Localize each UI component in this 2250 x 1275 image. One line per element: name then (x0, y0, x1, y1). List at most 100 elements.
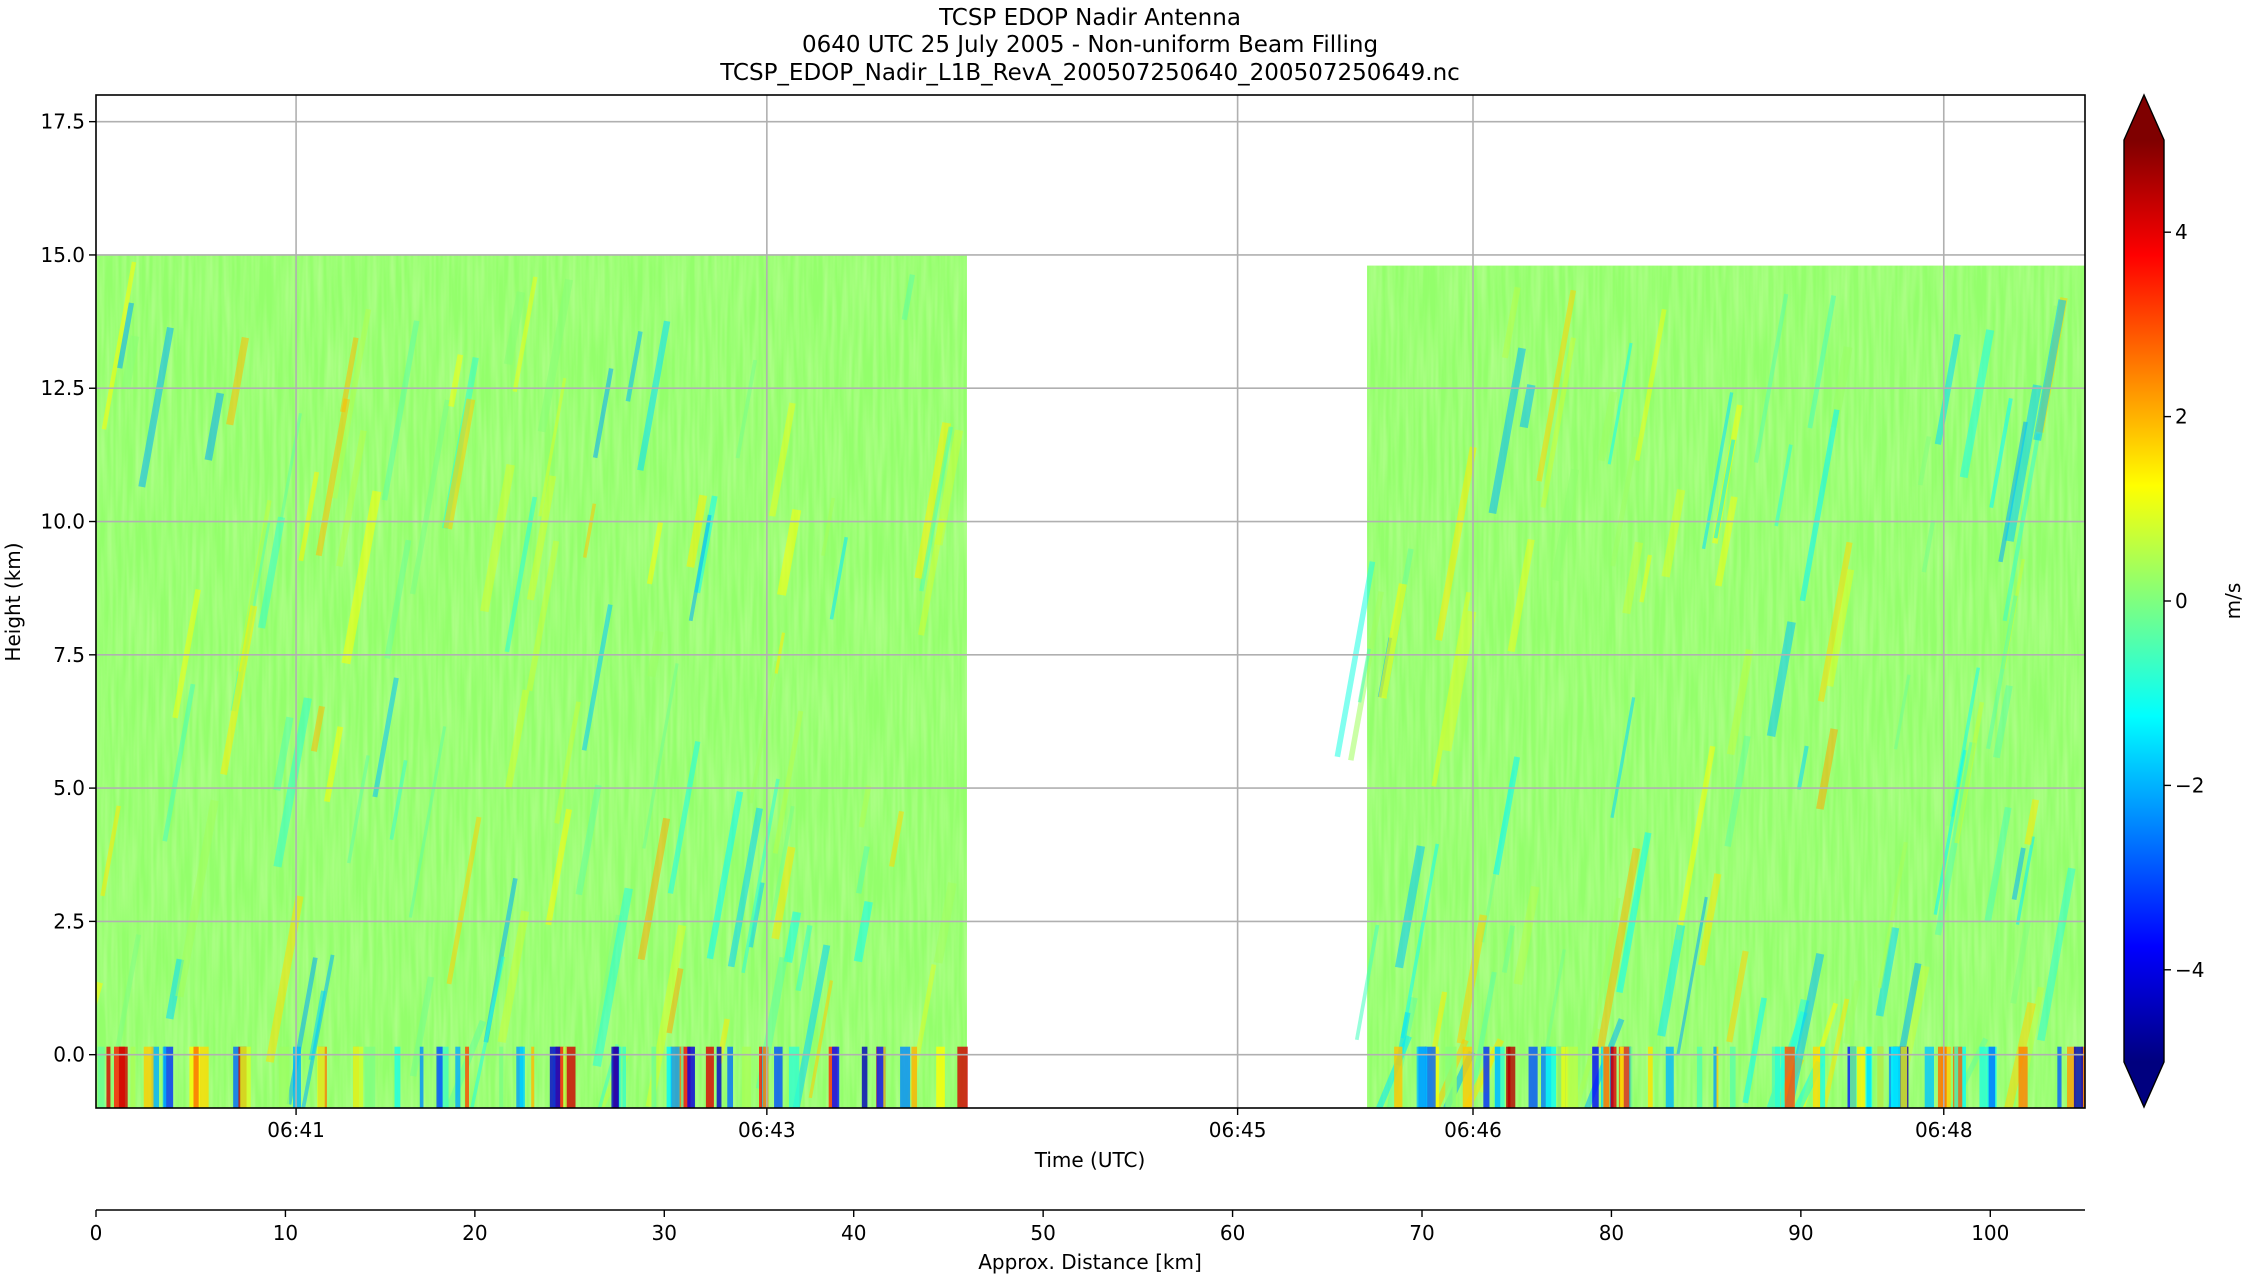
velocity-streak (1378, 583, 1407, 699)
velocity-streak (1573, 1028, 1602, 1108)
velocity-streak (1934, 333, 1961, 445)
surface-echo (1715, 1046, 1719, 1108)
velocity-streak (1826, 568, 1855, 687)
velocity-streak (1435, 446, 1477, 641)
velocity-streak (1488, 347, 1526, 515)
surface-echo (199, 1046, 209, 1108)
velocity-streak (1519, 384, 1536, 429)
y-tick-label: 5.0 (53, 776, 85, 800)
surface-echo (1432, 1046, 1439, 1108)
velocity-streak (512, 276, 538, 393)
velocity-streak (1597, 391, 1618, 462)
velocity-streak (666, 968, 684, 1034)
x-tick-label: 06:45 (1209, 1118, 1267, 1142)
velocity-streak (310, 705, 325, 752)
surface-echo (788, 1046, 800, 1108)
velocity-streak (1501, 286, 1521, 359)
velocity-streak (1697, 873, 1722, 966)
velocity-streak (919, 426, 953, 592)
y-tick-label: 15.0 (40, 243, 85, 267)
surface-echo (240, 1046, 251, 1108)
velocity-streak (220, 605, 258, 775)
velocity-streak (470, 956, 506, 1108)
velocity-streak (1657, 924, 1686, 1037)
velocity-streak (2015, 836, 2035, 925)
velocity-streak (1676, 896, 1708, 1055)
surface-echo (1857, 1046, 1865, 1108)
velocity-streak (688, 514, 712, 622)
surface-echo (1729, 1046, 1736, 1108)
y-tick-label: 2.5 (53, 909, 85, 933)
velocity-streak (347, 755, 370, 864)
velocity-streak (667, 741, 701, 894)
velocity-streak (504, 689, 530, 790)
y-tick-label: 12.5 (40, 376, 85, 400)
velocity-streak (1724, 735, 1751, 847)
velocity-streak (901, 274, 915, 321)
velocity-streak (104, 934, 141, 1108)
surface-echo (565, 1046, 576, 1108)
velocity-streak (2004, 384, 2042, 542)
distance-axis: 0 10 20 30 40 50 60 70 80 90 100 Approx. Distance … (90, 1209, 2085, 1274)
plot-area (95, 94, 2086, 1109)
distance-axis-label: Approx. Distance [km] (978, 1250, 1202, 1274)
velocity-streak (625, 331, 643, 402)
chart-title-line-1: TCSP EDOP Nadir Antenna (938, 5, 1241, 31)
velocity-streak (448, 354, 464, 407)
surface-echo (1784, 1046, 1795, 1108)
velocity-streak (1984, 806, 2012, 922)
velocity-streak (686, 494, 708, 568)
velocity-streak (1954, 701, 1985, 844)
surface-echo (233, 1046, 239, 1108)
velocity-streak (1742, 997, 1767, 1104)
velocity-streak (2002, 433, 2041, 622)
velocity-streak (1550, 468, 1580, 582)
surface-echo (2081, 1046, 2085, 1108)
x-tick-label: 06:43 (738, 1118, 796, 1142)
surface-echo (861, 1046, 868, 1108)
surface-echo (151, 1046, 160, 1108)
surface-echo (1567, 1046, 1578, 1108)
distance-tick-label: 50 (1030, 1221, 1055, 1245)
plot-frame (95, 94, 2086, 1109)
velocity-streak (1542, 949, 1566, 1060)
velocity-streak (575, 784, 602, 896)
surface-echo (1866, 1046, 1871, 1108)
velocity-streak (504, 496, 538, 653)
segment-texture (1367, 265, 2085, 1108)
velocity-streak (582, 503, 597, 558)
surface-echo (465, 1046, 470, 1108)
surface-echo (455, 1046, 461, 1108)
surface-echo (519, 1046, 525, 1108)
surface-echo (705, 1046, 714, 1108)
velocity-streak (1993, 685, 2013, 759)
velocity-streak (748, 660, 779, 804)
distance-tick-label: 30 (652, 1221, 677, 1245)
velocity-streak (1817, 541, 1853, 703)
colorbar-extend-max (2124, 95, 2164, 140)
velocity-streak (748, 882, 765, 948)
velocity-streak (204, 392, 225, 461)
velocity-streak (381, 320, 420, 501)
velocity-streak (1400, 843, 1440, 1039)
velocity-streak (858, 785, 872, 828)
chart-title-line-2: 0640 UTC 25 July 2005 - Non-uniform Beam… (802, 32, 1378, 58)
surface-echo (1780, 1046, 1785, 1108)
velocity-streak (1917, 436, 1932, 486)
colorbar-tick-label: −4 (2175, 958, 2204, 982)
velocity-streak (101, 261, 137, 430)
surface-echo (419, 1046, 424, 1108)
x-tick-label: 06:48 (1915, 1118, 1973, 1142)
velocity-streak (1701, 392, 1734, 550)
velocity-streak (372, 677, 399, 798)
surface-echo (394, 1046, 401, 1108)
surface-echo (774, 1046, 783, 1108)
x-axis-ticks: 06:41 06:43 06:45 06:46 06:48 (267, 1108, 1973, 1142)
velocity-streak (1334, 561, 1376, 758)
surface-echo (292, 1046, 302, 1108)
distance-tick-label: 10 (273, 1221, 298, 1245)
surface-echo (438, 1046, 449, 1108)
distance-tick-label: 20 (462, 1221, 487, 1245)
velocity-streak (769, 805, 795, 923)
velocity-streak (121, 335, 140, 390)
